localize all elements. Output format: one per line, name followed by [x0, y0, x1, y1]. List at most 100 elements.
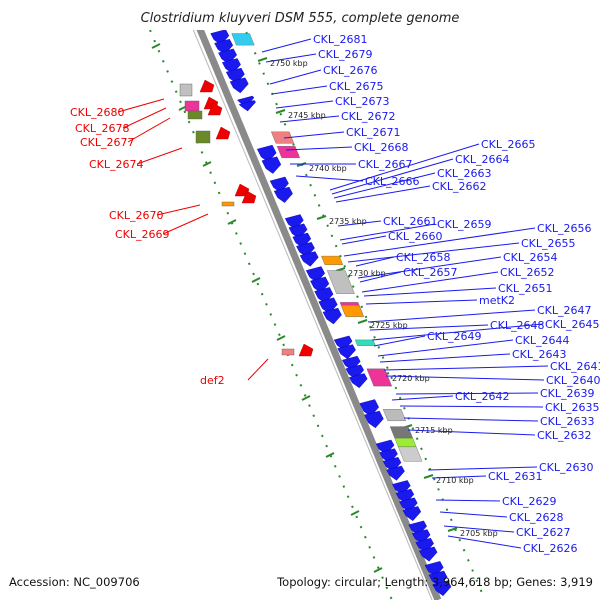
reverse-gene-mark [418, 546, 438, 562]
reverse-gene-mark [276, 146, 301, 159]
gene-leader-line [339, 223, 436, 241]
reverse-gene-label: CKL_2657 [403, 266, 458, 279]
reverse-gene-label: CKL_2639 [540, 387, 595, 400]
reverse-gene-mark [340, 305, 365, 317]
forward-gene-mark [179, 83, 193, 97]
gene-leader-line [391, 395, 454, 401]
gene-leader-line [331, 158, 454, 195]
reverse-gene-label: CKL_2644 [515, 334, 570, 347]
gene-leader-line [439, 511, 508, 518]
reverse-gene-label: CKL_2671 [346, 126, 401, 139]
forward-gene-mark [241, 190, 257, 204]
gene-leader-line [279, 115, 340, 123]
reverse-gene-label: CKL_2661 [383, 215, 438, 228]
reverse-gene-label: CKL_2663 [437, 167, 492, 180]
reverse-gene-mark [402, 506, 422, 522]
outer-tick-track [241, 21, 486, 600]
gene-leader-line [377, 339, 514, 357]
gene-leader-line [379, 353, 511, 363]
forward-gene-mark [298, 343, 314, 357]
gene-leader-line [162, 213, 209, 235]
forward-gene-mark [234, 183, 250, 197]
reverse-gene-mark [238, 100, 256, 112]
map-title: Clostridium kluyveri DSM 555, complete g… [141, 11, 460, 26]
forward-gene-label: def2 [200, 374, 225, 387]
scale-label: 2710 kbp [436, 476, 474, 485]
scale-label: 2720 kbp [392, 374, 430, 383]
reverse-gene-label: CKL_2675 [329, 80, 384, 93]
reverse-gene-label: CKL_2626 [523, 542, 578, 555]
reverse-gene-mark [256, 144, 277, 163]
gene-leader-line [431, 475, 487, 479]
reverse-gene-label: CKL_2645 [545, 318, 600, 331]
inner-major-tick [251, 277, 261, 283]
reverse-gene-label: metK2 [479, 294, 515, 307]
reverse-gene-label: CKL_2648 [490, 319, 545, 332]
reverse-gene-label: CKL_2681 [313, 33, 368, 46]
gene-leader-line [295, 175, 364, 182]
reverse-gene-mark [359, 399, 379, 417]
reverse-gene-label: CKL_2628 [509, 511, 564, 524]
reverse-gene-label: CKL_2654 [503, 251, 558, 264]
reverse-gene-label: CKL_2667 [358, 158, 413, 171]
gene-leader-line [283, 131, 345, 139]
reverse-gene-mark [326, 270, 355, 294]
gene-leader-line [271, 85, 328, 95]
reverse-gene-mark [261, 156, 282, 174]
reverse-gene-mark [397, 446, 423, 462]
reverse-gene-mark [299, 251, 319, 267]
gene-leader-line [385, 375, 545, 381]
outer-major-tick [357, 319, 368, 324]
gene-leader-line [447, 535, 522, 549]
gene-leader-line [247, 358, 269, 381]
reverse-gene-mark [366, 368, 393, 387]
reverse-gene-label: CKL_2635 [545, 401, 600, 414]
backbone-edge [189, 21, 433, 600]
reverse-gene-label: CKL_2679 [318, 48, 373, 61]
gene-leader-line [337, 220, 382, 227]
reverse-gene-label: CKL_2658 [396, 251, 451, 264]
gene-leader-line [285, 146, 353, 151]
scale-label: 2730 kbp [348, 269, 386, 278]
reverse-gene-label: CKL_2643 [512, 348, 567, 361]
gene-leader-line [265, 53, 317, 63]
scale-label: 2735 kbp [329, 217, 367, 226]
forward-gene-label: CKL_2680 [70, 106, 125, 119]
outer-major-tick [447, 527, 458, 532]
scale-label: 2740 kbp [309, 164, 347, 173]
outer-major-tick [423, 474, 434, 479]
gene-leader-line [329, 143, 480, 191]
reverse-gene-label: CKL_2640 [546, 374, 600, 387]
gene-leader-line [261, 38, 312, 53]
reverse-gene-label: CKL_2651 [498, 282, 553, 295]
reverse-gene-label: CKL_2627 [516, 526, 571, 539]
gene-leader-line [122, 107, 167, 129]
outer-major-tick [316, 215, 327, 220]
reverse-gene-mark [322, 307, 342, 325]
gene-leader-line [383, 365, 549, 371]
topology-label: Topology: circular; Length: 3,964,618 bp… [276, 575, 593, 589]
gene-leader-line [367, 309, 536, 323]
reverse-gene-mark [337, 344, 356, 360]
forward-gene-mark [281, 348, 295, 356]
forward-gene-mark [195, 130, 211, 144]
reverse-gene-label: CKL_2672 [341, 110, 396, 123]
gene-leader-line [399, 405, 544, 408]
outer-major-tick [257, 57, 268, 62]
reverse-gene-mark [321, 255, 344, 265]
scale-label: 2750 kbp [270, 59, 308, 68]
inner-major-tick [202, 161, 212, 167]
inner-major-tick [301, 395, 311, 401]
reverse-gene-label: CKL_2662 [432, 180, 487, 193]
scale-label: 2705 kbp [460, 529, 498, 538]
reverse-gene-label: CKL_2642 [455, 390, 510, 403]
reverse-gene-label: CKL_2630 [539, 461, 594, 474]
forward-gene-mark [199, 79, 215, 93]
inner-major-tick [373, 567, 383, 573]
reverse-gene-label: CKL_2656 [537, 222, 592, 235]
gene-leader-line [403, 417, 539, 422]
outer-major-tick [275, 109, 286, 114]
forward-gene-label: CKL_2669 [115, 228, 170, 241]
reverse-gene-label: CKL_2659 [437, 218, 492, 231]
